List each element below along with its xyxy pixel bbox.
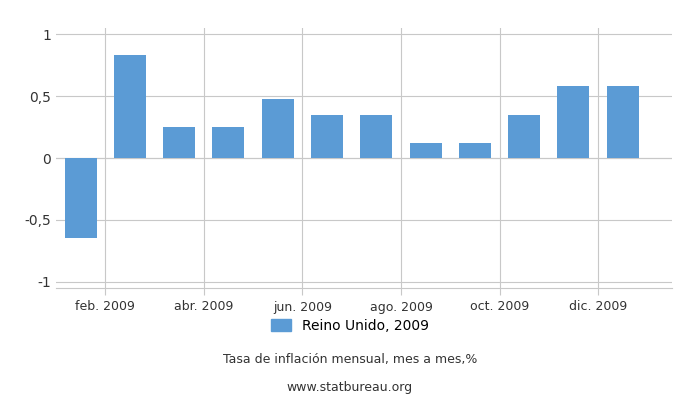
Bar — [557, 86, 589, 158]
Legend: Reino Unido, 2009: Reino Unido, 2009 — [270, 319, 430, 333]
Bar — [607, 86, 638, 158]
Bar — [213, 127, 244, 158]
Text: Tasa de inflación mensual, mes a mes,%: Tasa de inflación mensual, mes a mes,% — [223, 354, 477, 366]
Bar — [459, 143, 491, 158]
Bar — [163, 127, 195, 158]
Bar — [311, 115, 343, 158]
Bar — [64, 158, 97, 238]
Bar — [508, 115, 540, 158]
Bar — [410, 143, 442, 158]
Bar — [114, 55, 146, 158]
Bar — [360, 115, 392, 158]
Text: www.statbureau.org: www.statbureau.org — [287, 382, 413, 394]
Bar — [262, 98, 294, 158]
